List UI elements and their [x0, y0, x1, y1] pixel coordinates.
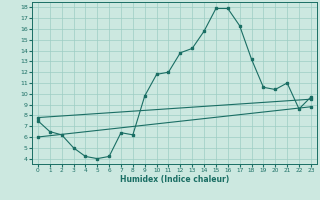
X-axis label: Humidex (Indice chaleur): Humidex (Indice chaleur)	[120, 175, 229, 184]
